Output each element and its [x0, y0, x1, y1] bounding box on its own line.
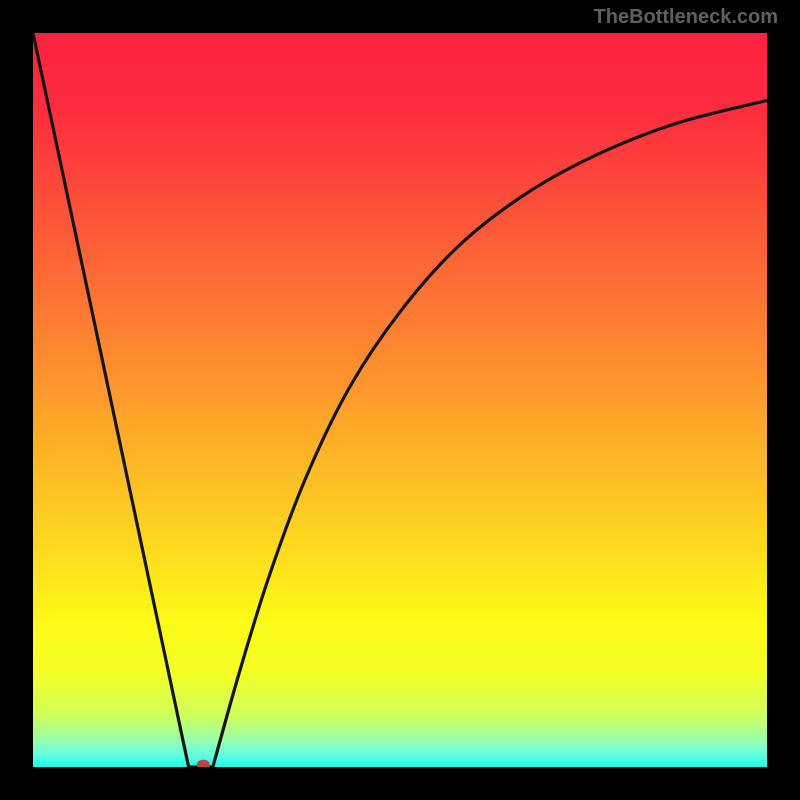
plot-area [33, 33, 767, 767]
watermark-text: TheBottleneck.com [594, 6, 778, 29]
chart-stage: TheBottleneck.com [0, 0, 800, 800]
gradient-background [33, 33, 767, 767]
